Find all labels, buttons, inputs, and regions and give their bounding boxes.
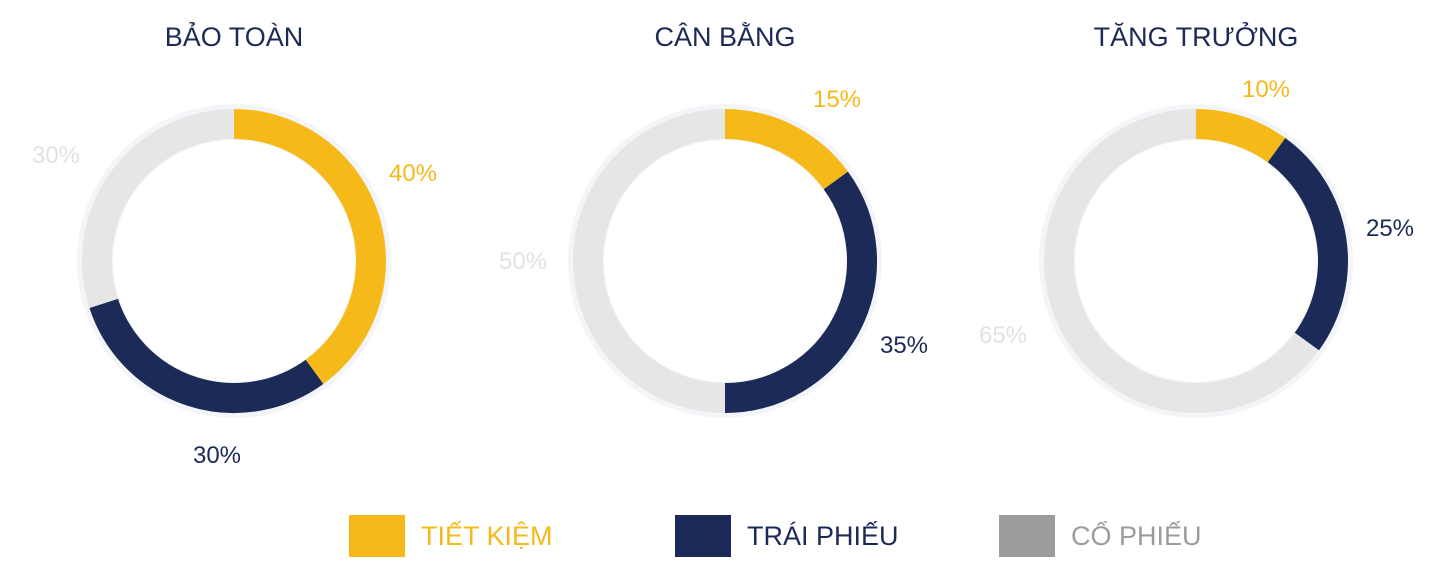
donut-segment-savings	[724, 109, 848, 190]
legend-item-savings: TIẾT KIỆM	[349, 515, 553, 557]
donut-segment-stocks	[82, 109, 235, 308]
data-label-bonds: 35%	[880, 332, 928, 359]
donut-segment-savings	[1195, 109, 1286, 163]
legend-label-savings: TIẾT KIỆM	[421, 520, 553, 551]
donut-chart-1: BẢO TOÀN 40% 30% 30%	[32, 20, 437, 469]
donut-hole	[113, 140, 355, 382]
data-label-bonds: 30%	[193, 442, 241, 469]
donut-segment-bonds	[89, 298, 324, 413]
legend-item-stocks: CỔ PHIẾU	[999, 515, 1202, 557]
chart-title: CÂN BẰNG	[654, 21, 795, 52]
donut-hole	[1075, 140, 1317, 382]
data-label-savings: 40%	[389, 160, 437, 187]
data-label-stocks: 65%	[979, 322, 1027, 349]
data-label-stocks: 30%	[32, 142, 80, 169]
data-label-bonds: 25%	[1366, 215, 1414, 242]
legend-swatch-savings	[349, 515, 405, 557]
donut-segment-bonds	[724, 171, 877, 413]
donut-hole	[604, 140, 846, 382]
donut-segment-stocks	[573, 109, 726, 413]
data-label-stocks: 50%	[499, 248, 547, 275]
legend-item-bonds: TRÁI PHIẾU	[675, 515, 899, 557]
chart-title: TĂNG TRƯỞNG	[1094, 20, 1299, 52]
donut-chart-3: TĂNG TRƯỞNG 10% 25% 65%	[979, 20, 1414, 418]
donut-chart-2: CÂN BẰNG 15% 35% 50%	[499, 21, 928, 418]
donut-segment-savings	[233, 109, 386, 384]
legend-label-bonds: TRÁI PHIẾU	[747, 520, 899, 551]
data-label-savings: 15%	[813, 86, 861, 113]
chart-title: BẢO TOÀN	[165, 20, 304, 52]
legend-swatch-bonds	[675, 515, 731, 557]
legend-swatch-stocks	[999, 515, 1055, 557]
donut-segment-bonds	[1267, 138, 1348, 351]
donut-segment-stocks	[1044, 109, 1319, 413]
legend-label-stocks: CỔ PHIẾU	[1071, 520, 1202, 551]
data-label-savings: 10%	[1242, 76, 1290, 103]
